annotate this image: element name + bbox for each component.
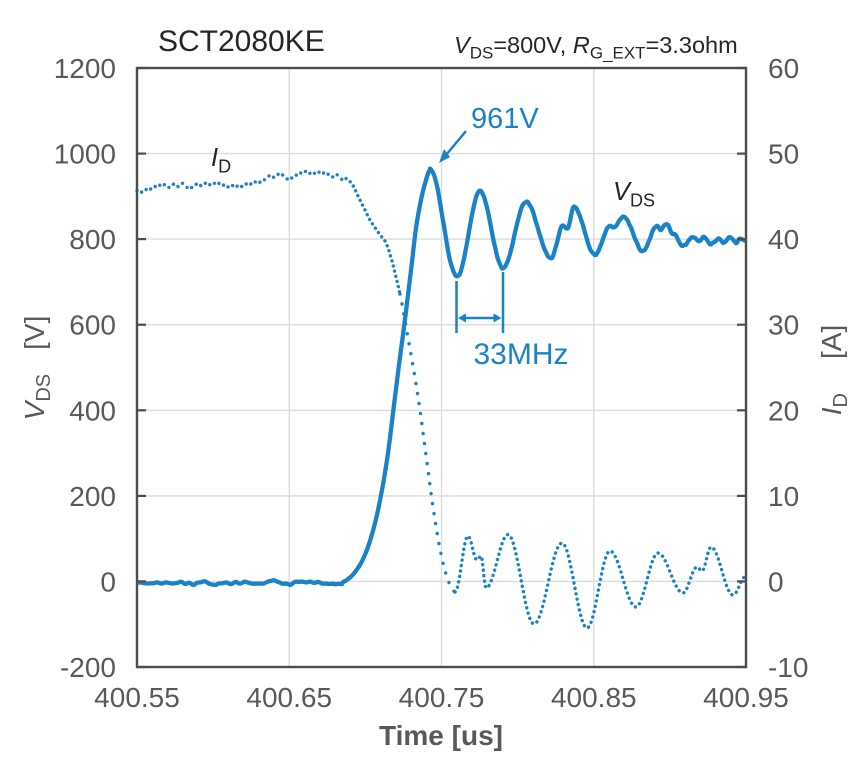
svg-text:-200: -200 xyxy=(60,652,116,683)
svg-text:ID: ID xyxy=(211,144,231,177)
svg-text:400.55: 400.55 xyxy=(94,682,180,713)
svg-text:ID[A]: ID[A] xyxy=(816,325,852,415)
svg-text:400.95: 400.95 xyxy=(703,682,789,713)
svg-text:VDS: VDS xyxy=(613,178,655,211)
svg-text:1200: 1200 xyxy=(54,53,116,84)
svg-text:400.85: 400.85 xyxy=(551,682,637,713)
svg-text:60: 60 xyxy=(768,53,799,84)
svg-text:33MHz: 33MHz xyxy=(473,338,568,371)
svg-text:40: 40 xyxy=(768,224,799,255)
svg-text:VDS=800V, RG_EXT=3.3ohm: VDS=800V, RG_EXT=3.3ohm xyxy=(454,32,738,63)
svg-text:Time [us]: Time [us] xyxy=(379,720,503,751)
svg-text:-10: -10 xyxy=(768,652,808,683)
svg-text:50: 50 xyxy=(768,139,799,170)
svg-text:200: 200 xyxy=(69,481,116,512)
svg-text:VDS[V]: VDS[V] xyxy=(19,316,55,421)
svg-text:0: 0 xyxy=(100,566,116,597)
svg-text:400.75: 400.75 xyxy=(399,682,485,713)
svg-text:30: 30 xyxy=(768,310,799,341)
svg-text:961V: 961V xyxy=(471,103,539,135)
svg-text:400.65: 400.65 xyxy=(246,682,332,713)
svg-text:400: 400 xyxy=(69,395,116,426)
svg-text:1000: 1000 xyxy=(54,139,116,170)
svg-text:SCT2080KE: SCT2080KE xyxy=(158,25,325,58)
svg-text:10: 10 xyxy=(768,481,799,512)
svg-text:800: 800 xyxy=(69,224,116,255)
svg-text:600: 600 xyxy=(69,310,116,341)
svg-text:0: 0 xyxy=(768,566,784,597)
svg-text:20: 20 xyxy=(768,395,799,426)
